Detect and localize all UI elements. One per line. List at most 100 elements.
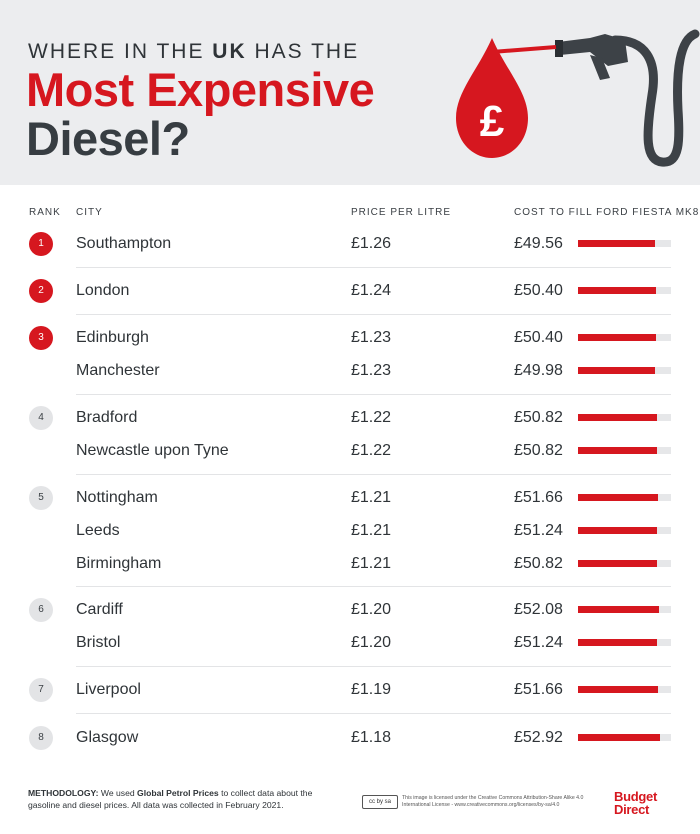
title-line-1: Most Expensive <box>26 63 375 116</box>
cost-bar-fill <box>578 606 659 613</box>
column-header-city: CITY <box>76 207 103 218</box>
city-name: Southampton <box>76 235 172 252</box>
city-name: Manchester <box>76 362 160 379</box>
price-per-litre: £1.21 <box>351 555 392 572</box>
fill-cost: £50.82 <box>514 555 563 572</box>
table-row: 8 Glasgow £1.18 £52.92 <box>0 722 700 754</box>
rank-badge: 8 <box>29 726 53 750</box>
cost-bar-track <box>578 527 671 534</box>
fill-cost: £50.40 <box>514 282 563 299</box>
city-name: Glasgow <box>76 729 139 746</box>
fill-cost: £52.92 <box>514 729 563 746</box>
city-name: Bradford <box>76 409 138 426</box>
cost-bar-fill <box>578 447 657 454</box>
row-divider <box>76 666 671 667</box>
table-row: 2 London £1.24 £50.40 <box>0 275 700 307</box>
rank-badge: 4 <box>29 406 53 430</box>
price-per-litre: £1.21 <box>351 489 392 506</box>
fill-cost: £51.24 <box>514 522 563 539</box>
cost-bar-track <box>578 287 671 294</box>
row-divider <box>76 474 671 475</box>
title-kicker: WHERE IN THE UK HAS THE <box>28 40 360 63</box>
table-row: 5 Nottingham £1.21 £51.66 <box>0 482 700 514</box>
pound-symbol: £ <box>480 97 505 146</box>
table-row: Bristol £1.20 £51.24 <box>0 627 700 659</box>
price-per-litre: £1.21 <box>351 522 392 539</box>
fill-cost: £49.98 <box>514 362 563 379</box>
rank-badge: 6 <box>29 598 53 622</box>
fill-cost: £50.82 <box>514 409 563 426</box>
creative-commons-icon: cc by sa <box>362 795 398 809</box>
cost-bar-track <box>578 560 671 567</box>
license-text: This image is licensed under the Creativ… <box>402 795 584 808</box>
fill-cost: £51.24 <box>514 634 563 651</box>
rank-badge: 1 <box>29 232 53 256</box>
cost-bar-fill <box>578 334 656 341</box>
column-header-cost: COST TO FILL FORD FIESTA MK8 <box>514 207 700 218</box>
cost-bar-fill <box>578 240 655 247</box>
rank-badge: 5 <box>29 486 53 510</box>
cost-bar-track <box>578 606 671 613</box>
cost-bar-track <box>578 734 671 741</box>
cost-bar-track <box>578 494 671 501</box>
cost-bar-track <box>578 639 671 646</box>
price-per-litre: £1.20 <box>351 634 392 651</box>
price-per-litre: £1.19 <box>351 681 392 698</box>
cost-bar-track <box>578 414 671 421</box>
price-per-litre: £1.23 <box>351 362 392 379</box>
column-header-price: PRICE PER LITRE <box>351 207 452 218</box>
city-name: London <box>76 282 130 299</box>
table-row: 4 Bradford £1.22 £50.82 <box>0 402 700 434</box>
price-per-litre: £1.22 <box>351 409 392 426</box>
row-divider <box>76 314 671 315</box>
city-name: Liverpool <box>76 681 141 698</box>
city-name: Edinburgh <box>76 329 149 346</box>
rank-badge: 2 <box>29 279 53 303</box>
table-row: 1 Southampton £1.26 £49.56 <box>0 228 700 260</box>
table-row: Manchester £1.23 £49.98 <box>0 355 700 387</box>
cost-bar-track <box>578 686 671 693</box>
row-divider <box>76 713 671 714</box>
fill-cost: £49.56 <box>514 235 563 252</box>
price-per-litre: £1.26 <box>351 235 392 252</box>
fill-cost: £50.82 <box>514 442 563 459</box>
table-row: 3 Edinburgh £1.23 £50.40 <box>0 322 700 354</box>
cost-bar-fill <box>578 560 657 567</box>
price-per-litre: £1.20 <box>351 601 392 618</box>
cost-bar-track <box>578 447 671 454</box>
fuel-nozzle-drop-icon: £ <box>456 29 700 167</box>
cost-bar-track <box>578 367 671 374</box>
cost-bar-fill <box>578 639 657 646</box>
row-divider <box>76 394 671 395</box>
table-row: Newcastle upon Tyne £1.22 £50.82 <box>0 435 700 467</box>
rank-badge: 7 <box>29 678 53 702</box>
city-name: Newcastle upon Tyne <box>76 442 229 459</box>
table-row: Leeds £1.21 £51.24 <box>0 515 700 547</box>
fill-cost: £51.66 <box>514 489 563 506</box>
cost-bar-fill <box>578 494 658 501</box>
price-per-litre: £1.22 <box>351 442 392 459</box>
header-banner: WHERE IN THE UK HAS THE Most Expensive D… <box>0 0 700 185</box>
city-name: Cardiff <box>76 601 123 618</box>
cost-bar-fill <box>578 367 655 374</box>
methodology-note: METHODOLOGY: We used Global Petrol Price… <box>28 788 313 810</box>
cost-bar-fill <box>578 287 656 294</box>
cost-bar-fill <box>578 686 658 693</box>
city-name: Leeds <box>76 522 120 539</box>
cost-bar-fill <box>578 734 660 741</box>
city-name: Bristol <box>76 634 121 651</box>
table-row: 6 Cardiff £1.20 £52.08 <box>0 594 700 626</box>
fill-cost: £52.08 <box>514 601 563 618</box>
fill-cost: £51.66 <box>514 681 563 698</box>
cost-bar-track <box>578 334 671 341</box>
table-row: 7 Liverpool £1.19 £51.66 <box>0 674 700 706</box>
cost-bar-fill <box>578 414 657 421</box>
table-row: Birmingham £1.21 £50.82 <box>0 548 700 580</box>
price-per-litre: £1.18 <box>351 729 392 746</box>
city-name: Nottingham <box>76 489 158 506</box>
title-line-2: Diesel? <box>26 112 190 165</box>
row-divider <box>76 586 671 587</box>
city-name: Birmingham <box>76 555 162 572</box>
cost-bar-track <box>578 240 671 247</box>
column-header-rank: RANK <box>29 207 61 218</box>
